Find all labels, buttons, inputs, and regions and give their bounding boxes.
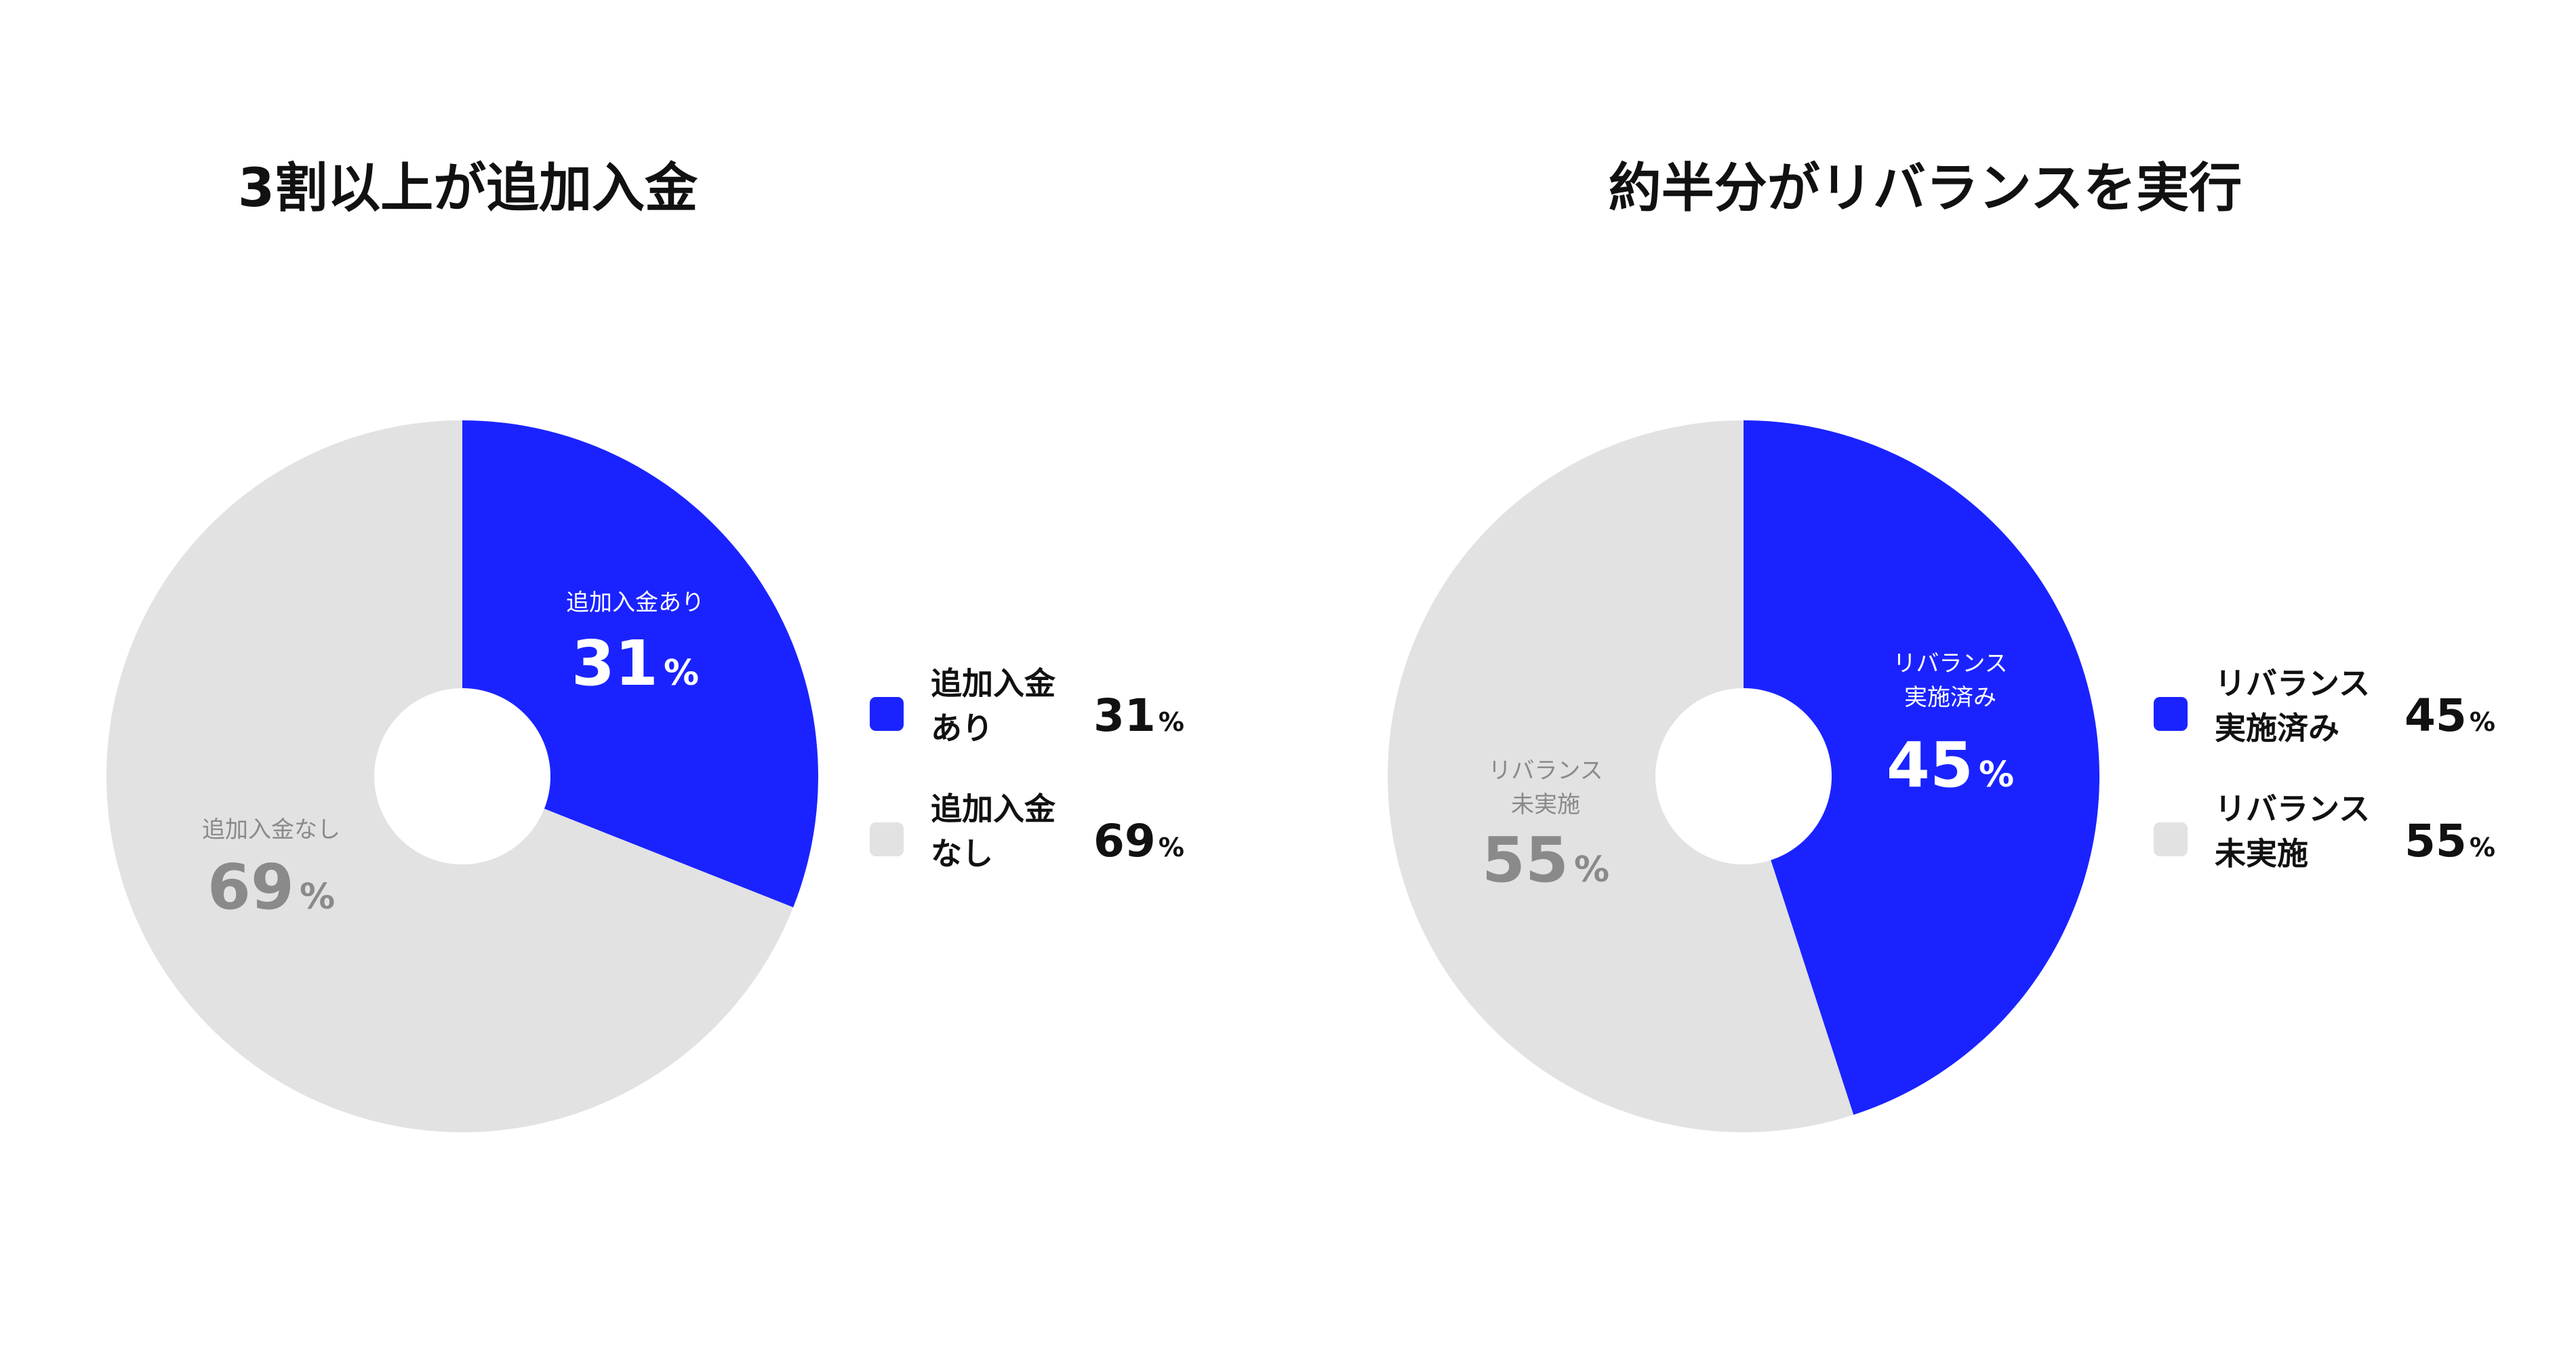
slice-label: リバランス <box>1488 757 1603 784</box>
slice-value-label: 45% <box>1887 729 2014 801</box>
slice-value-label: 31% <box>571 627 699 700</box>
slice-value-label: 55% <box>1482 824 1609 896</box>
slice-value-label: 69% <box>207 851 335 923</box>
legend-unit: % <box>2469 833 2495 862</box>
legend-label: 追加入金 なし <box>931 791 1055 872</box>
legend-value: 31% <box>1093 690 1184 742</box>
legend-label: リバランス 実施済み <box>2215 665 2371 746</box>
legend-number: 45 <box>2404 690 2467 742</box>
legend-unit: % <box>2469 707 2495 737</box>
pie-slice-0 <box>462 420 818 908</box>
legend-number: 69 <box>1093 815 1156 867</box>
legend-number: 31 <box>1093 690 1156 742</box>
legend-item-without-deposit: 追加入金 なし 69% <box>870 786 1222 895</box>
legend-swatch <box>870 822 904 856</box>
legend-value: 55% <box>2404 815 2495 867</box>
chart-title-additional-deposit: 3割以上が追加入金 <box>237 158 698 219</box>
legend-unit: % <box>1158 833 1184 862</box>
slice-label: 未実施 <box>1511 791 1580 818</box>
legend-item-with-deposit: 追加入金 あり 31% <box>870 661 1222 770</box>
pie-slice-0 <box>1744 420 2099 1115</box>
legend-unit: % <box>1158 707 1184 737</box>
slice-label: 追加入金あり <box>566 589 704 616</box>
legend-swatch <box>2154 822 2188 856</box>
donut-hole <box>374 688 550 864</box>
legend-swatch <box>2154 697 2188 731</box>
donut-hole <box>1655 688 1832 864</box>
legend-item-not-rebalanced: リバランス 未実施 55% <box>2154 786 2506 895</box>
slice-label: 実施済み <box>1904 684 1996 711</box>
legend-item-rebalanced: リバランス 実施済み 45% <box>2154 661 2506 770</box>
legend-swatch <box>870 697 904 731</box>
legend-label: 追加入金 あり <box>931 665 1055 746</box>
chart-title-rebalance: 約半分がリバランスを実行 <box>1608 158 2242 219</box>
slice-label: 追加入金なし <box>202 816 340 843</box>
pie-slice-1 <box>1388 420 1854 1132</box>
legend-value: 69% <box>1093 815 1184 867</box>
legend-number: 55 <box>2404 815 2467 867</box>
legend-label: リバランス 未実施 <box>2215 791 2371 872</box>
slice-label: リバランス <box>1893 650 2007 677</box>
legend-value: 45% <box>2404 690 2495 742</box>
